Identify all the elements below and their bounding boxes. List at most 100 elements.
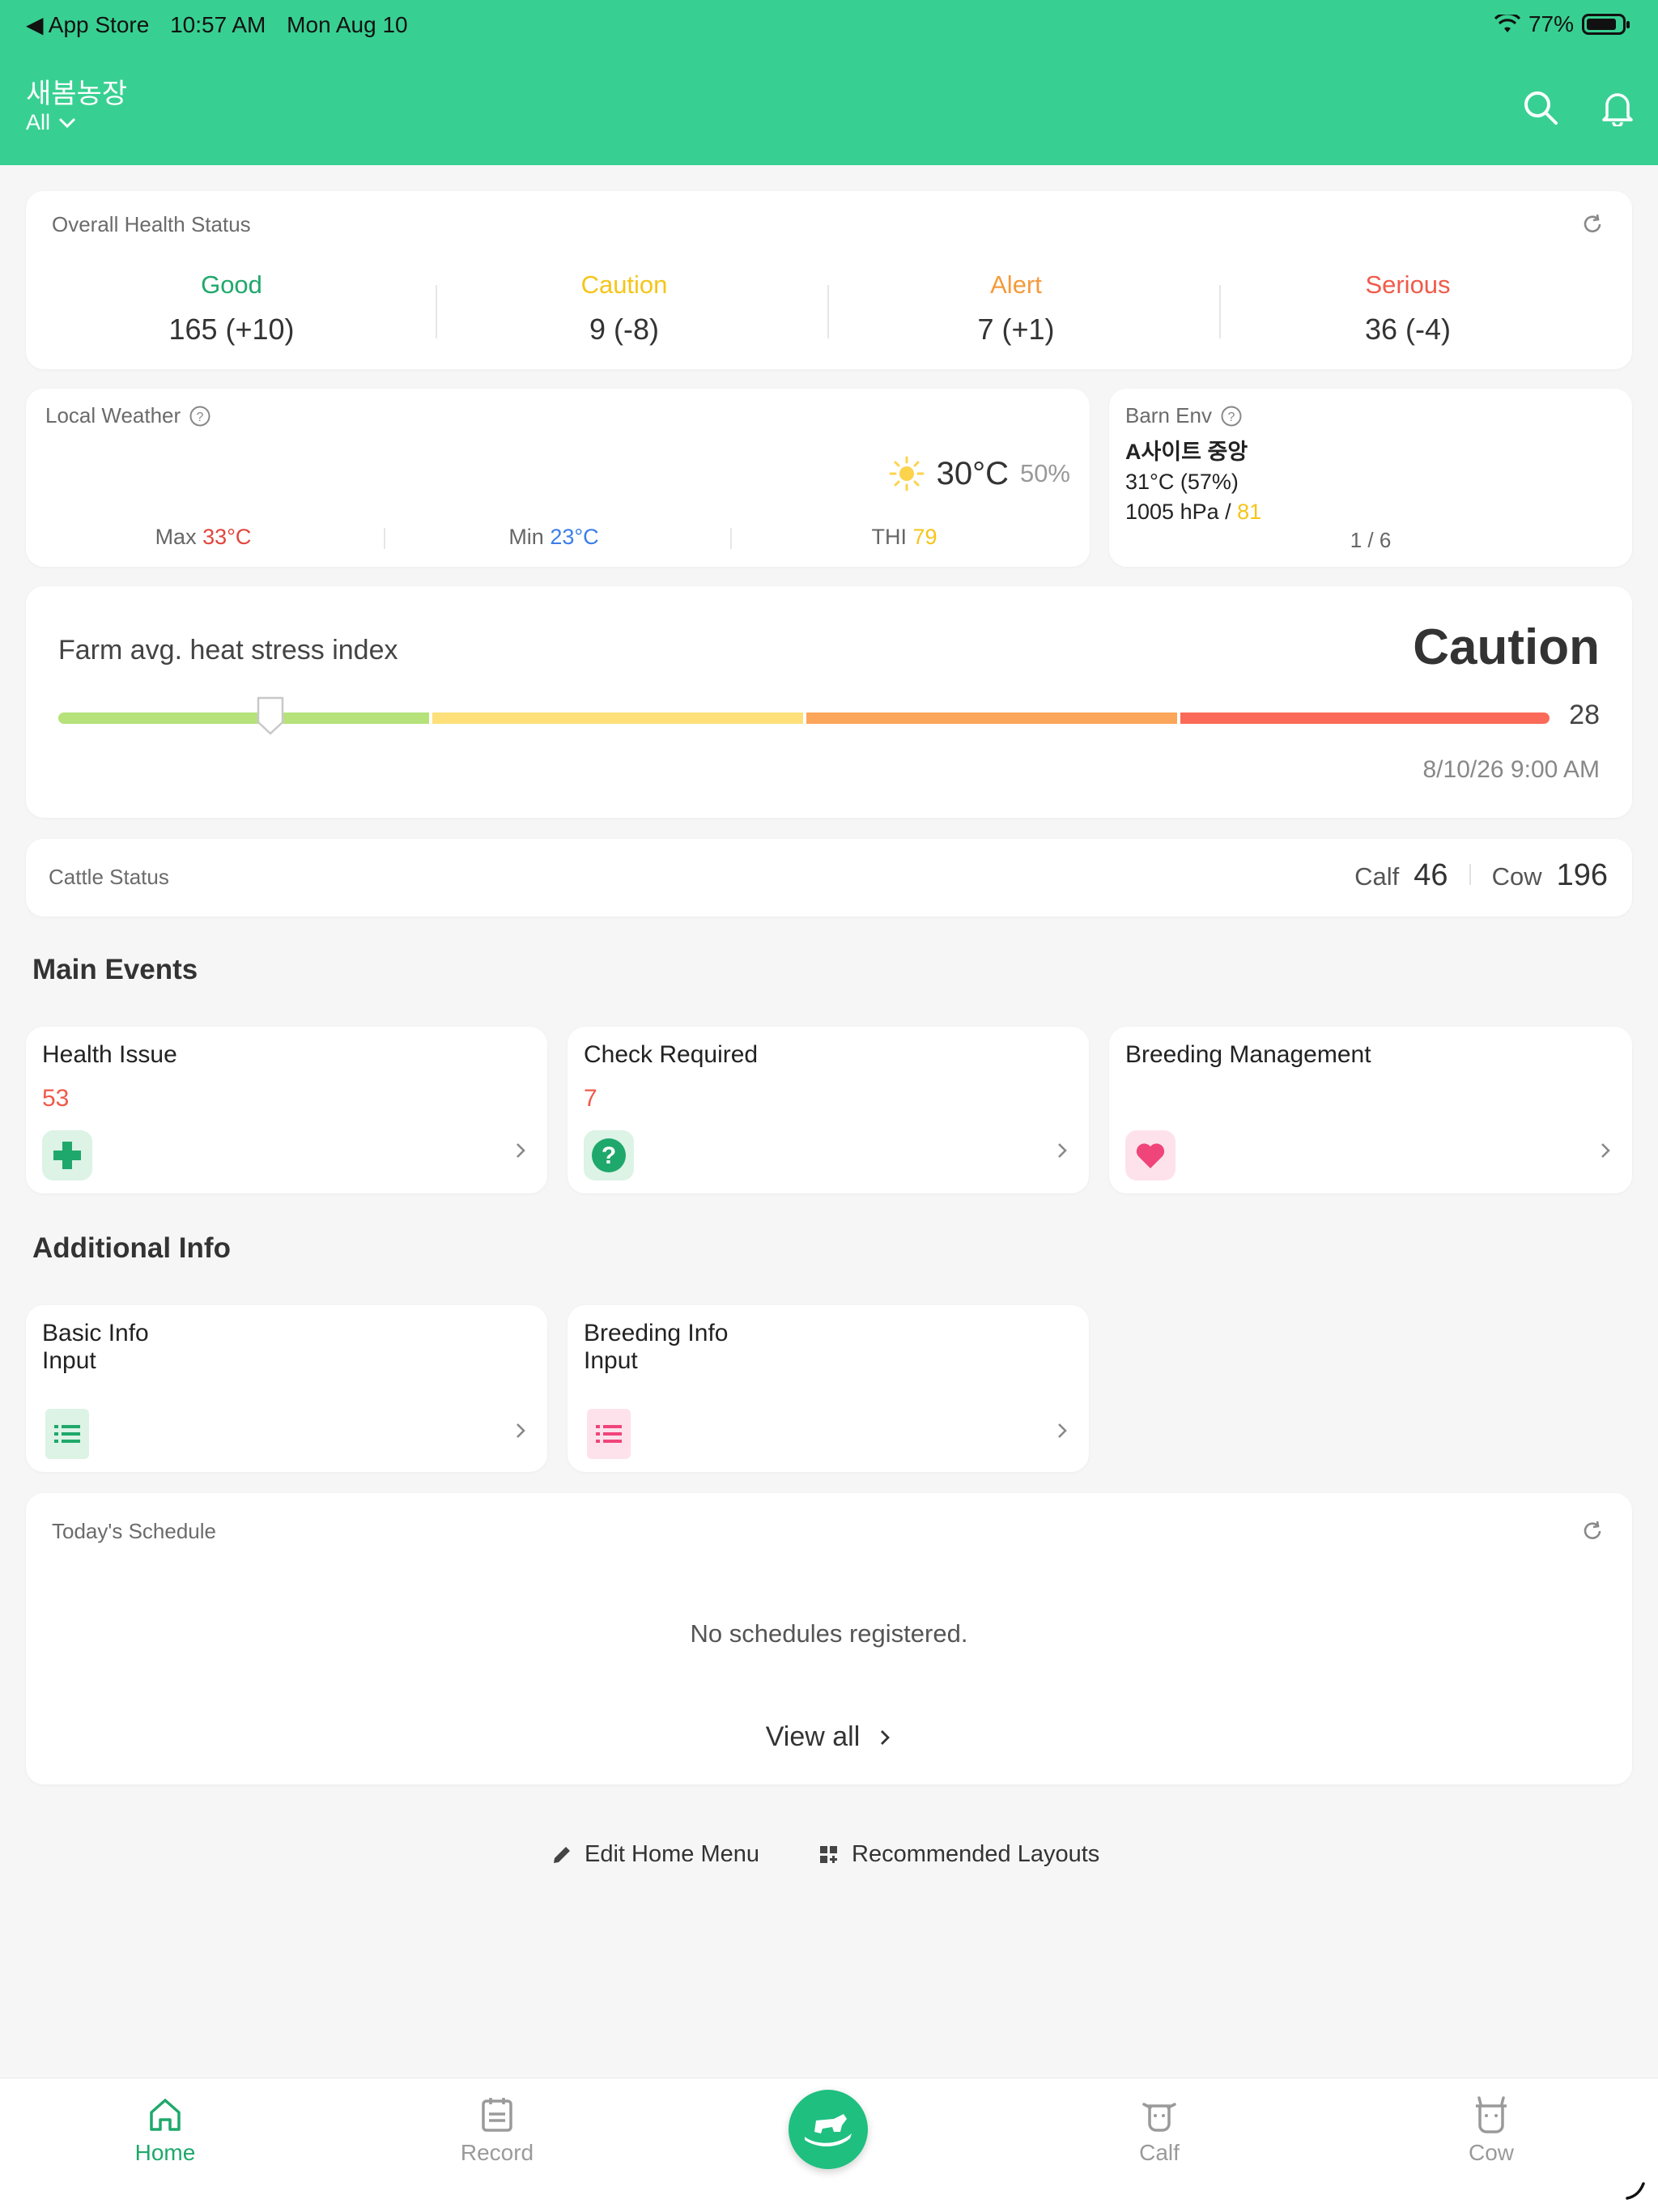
divider [436, 285, 437, 338]
battery-percent: 77% [1528, 11, 1574, 36]
chevron-right-icon [1058, 1143, 1067, 1158]
health-good[interactable]: Good 165 (+10) [36, 270, 427, 347]
tab-calf[interactable]: Calf [1078, 2095, 1240, 2166]
farm-name[interactable]: 새봄농장 [26, 79, 128, 109]
svg-text:?: ? [1228, 410, 1235, 424]
pencil-icon [554, 1846, 570, 1863]
basic-info-input-card[interactable]: Basic Info Input [26, 1305, 547, 1472]
barn-env-details: A사이트 중앙 31°C (57%) 1005 hPa / 81 [1125, 437, 1261, 527]
clipboard-icon [482, 2098, 512, 2132]
tab-cow[interactable]: Cow [1410, 2095, 1572, 2166]
sun-icon [889, 456, 925, 491]
health-caution-value: 9 (-8) [589, 313, 659, 346]
event-health-issue[interactable]: Health Issue 53 [26, 1027, 547, 1193]
max-temp-label: Max [155, 525, 197, 549]
barn-env-pager: 1 / 6 [1350, 528, 1392, 552]
event-count: 7 [584, 1085, 597, 1112]
barn-pressure-line: 1005 hPa / 81 [1125, 497, 1261, 527]
chevron-right-icon [881, 1729, 891, 1745]
thi: THI 79 [727, 525, 1082, 550]
chevron-right-icon [1601, 1143, 1610, 1158]
calf-icon [1142, 2103, 1176, 2132]
heat-stress-timestamp: 8/10/26 9:00 AM [1422, 756, 1601, 783]
heat-stress-value: 28 [1569, 700, 1600, 730]
health-serious[interactable]: Serious 36 (-4) [1212, 270, 1604, 347]
svg-text:?: ? [197, 410, 204, 424]
heat-stress-bar [58, 696, 1550, 735]
barn-thi: 81 [1237, 500, 1262, 524]
heat-stress-segment-normal [58, 713, 429, 724]
heat-stress-segment-alert [806, 713, 1177, 724]
card-title-line: Input [42, 1347, 96, 1374]
scroll-handle-icon [1626, 2182, 1645, 2200]
edit-home-menu-label: Edit Home Menu [585, 1841, 759, 1867]
divider [1219, 285, 1221, 338]
bottom-tab-bar: Home Record Calf Cow [0, 2078, 1658, 2212]
health-caution[interactable]: Caution 9 (-8) [428, 270, 820, 347]
health-serious-label: Serious [1365, 270, 1451, 299]
health-status-card[interactable]: Overall Health Status Good 165 (+10) Cau… [26, 191, 1632, 369]
chevron-right-icon [517, 1423, 525, 1438]
event-title: Breeding Management [1125, 1041, 1371, 1068]
health-alert-value: 7 (+1) [977, 313, 1055, 346]
list-icon [45, 1409, 89, 1459]
help-icon[interactable]: ? [189, 405, 211, 428]
barn-env-header: Barn Env ? [1125, 403, 1243, 428]
local-weather-title: Local Weather [45, 403, 181, 428]
max-temp: Max 33°C [26, 525, 380, 550]
refresh-icon[interactable] [1580, 1519, 1605, 1543]
tab-calf-label: Calf [1139, 2140, 1180, 2165]
status-date: Mon Aug 10 [287, 12, 408, 37]
help-icon[interactable]: ? [1220, 405, 1243, 428]
local-weather-card[interactable]: Local Weather ? 30°C 50% Max 33°C Min 23… [26, 389, 1090, 567]
heat-stress-title: Farm avg. heat stress index [58, 635, 398, 666]
tab-record[interactable]: Record [416, 2095, 578, 2166]
back-to-app-store[interactable]: ◀ App Store [26, 12, 150, 37]
battery-icon [1582, 14, 1630, 35]
health-caution-label: Caution [580, 270, 668, 299]
divider [730, 528, 732, 549]
health-good-value: 165 (+10) [168, 313, 295, 346]
heat-stress-indicator [257, 696, 283, 735]
list-icon [587, 1409, 631, 1459]
event-title: Check Required [584, 1041, 759, 1068]
card-title-line: Breeding Info [584, 1320, 729, 1346]
question-icon: ? [584, 1130, 634, 1180]
breeding-info-input-card[interactable]: Breeding Info Input [568, 1305, 1089, 1472]
tab-home-label: Home [134, 2140, 196, 2165]
local-weather-header: Local Weather ? [45, 403, 211, 428]
cow-count: 196 [1556, 858, 1608, 892]
home-icon [150, 2099, 181, 2131]
svg-text:?: ? [602, 1142, 616, 1169]
cattle-status-card[interactable]: Cattle Status Calf 46 Cow 196 [26, 839, 1632, 917]
event-check-required[interactable]: Check Required 7 ? [568, 1027, 1089, 1193]
cow-hand-icon [805, 2114, 852, 2146]
health-good-label: Good [201, 270, 262, 299]
card-title: Breeding Info Input [584, 1320, 728, 1375]
barn-env-card[interactable]: Barn Env ? A사이트 중앙 31°C (57%) 1005 hPa /… [1109, 389, 1632, 567]
event-breeding-management[interactable]: Breeding Management [1109, 1027, 1632, 1193]
bell-icon[interactable] [1599, 89, 1636, 126]
main-events-title: Main Events [32, 954, 198, 985]
max-temp-value: 33°C [202, 525, 252, 549]
health-alert[interactable]: Alert 7 (+1) [820, 270, 1212, 347]
farm-filter-dropdown[interactable]: All [26, 110, 76, 135]
current-weather: 30°C 50% [888, 455, 1070, 492]
event-count: 53 [42, 1085, 70, 1112]
recommended-layouts-button[interactable]: Recommended Layouts [818, 1841, 1099, 1868]
edit-home-menu-button[interactable]: Edit Home Menu [551, 1841, 759, 1868]
calf-label: Calf [1354, 862, 1400, 891]
refresh-icon[interactable] [1580, 212, 1605, 236]
cow-icon [1476, 2096, 1507, 2133]
heat-stress-card[interactable]: Farm avg. heat stress index Caution 28 8… [26, 586, 1632, 818]
search-icon[interactable] [1522, 89, 1559, 126]
calf-count: 46 [1414, 858, 1448, 892]
tab-home[interactable]: Home [84, 2095, 246, 2166]
recommended-layouts-label: Recommended Layouts [852, 1841, 1100, 1867]
schedule-title: Today's Schedule [52, 1519, 216, 1543]
heat-stress-segment-serious [1180, 713, 1550, 724]
view-all-button[interactable]: View all [26, 1721, 1632, 1753]
center-action-button[interactable] [789, 2090, 868, 2169]
barn-site: A사이트 중앙 [1125, 440, 1248, 464]
min-temp-label: Min [508, 525, 544, 549]
